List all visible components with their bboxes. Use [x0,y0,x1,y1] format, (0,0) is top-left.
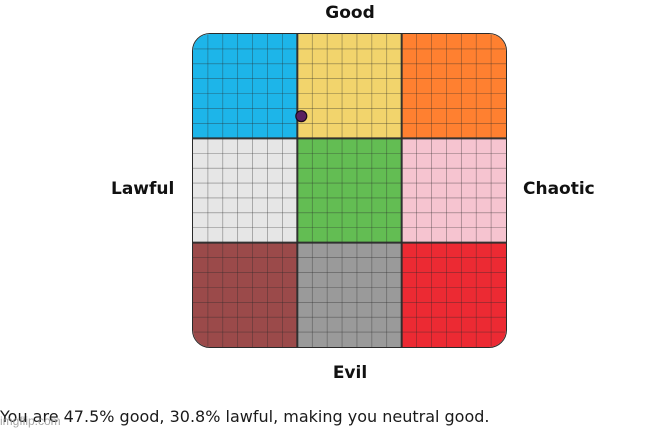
axis-label-good: Good [325,3,375,23]
axis-label-evil: Evil [332,363,368,383]
cell-lawful-evil [193,242,298,347]
alignment-chart [192,33,507,348]
alignment-marker [295,110,308,123]
cell-chaotic-neutral [401,138,506,243]
watermark: imgflip.com [0,414,61,428]
axis-label-lawful: Lawful [111,179,175,199]
result-text: You are 47.5% good, 30.8% lawful, making… [0,407,490,426]
cell-chaotic-good [401,34,506,139]
cell-lawful-good [193,34,298,139]
cell-neutral-good [297,34,402,139]
cell-chaotic-evil [401,242,506,347]
cell-neutral-evil [297,242,402,347]
alignment-grid [193,34,506,347]
axis-label-chaotic: Chaotic [523,179,595,199]
cell-lawful-neutral [193,138,298,243]
cell-true-neutral [297,138,402,243]
